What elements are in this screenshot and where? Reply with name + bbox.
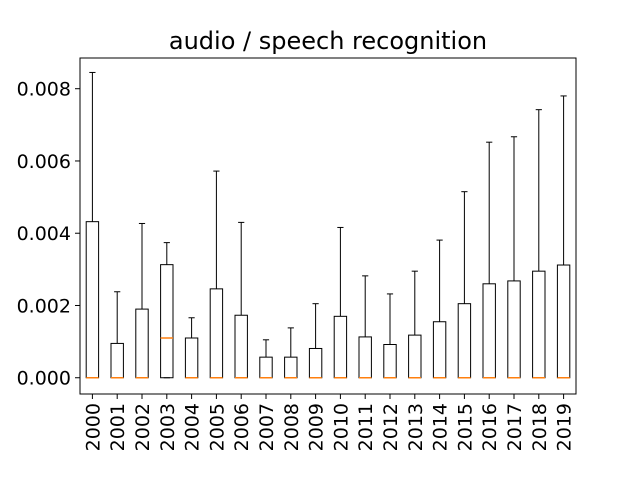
box-2002	[135, 222, 149, 379]
box-2012	[383, 293, 397, 379]
box-2016	[482, 141, 496, 379]
y-tick-label: 0.006	[17, 151, 71, 173]
x-tick-label: 2009	[306, 403, 328, 451]
x-tick-label: 2013	[405, 403, 427, 451]
x-tick-label: 2003	[157, 403, 179, 451]
box-2011	[358, 275, 372, 379]
x-tick-label: 2012	[380, 403, 402, 451]
x-tick-label: 2006	[231, 403, 253, 451]
box-body	[160, 264, 174, 379]
x-tick-label: 2018	[529, 403, 551, 451]
box-2014	[432, 239, 447, 379]
plot-frame	[79, 57, 577, 395]
x-tick-label: 2010	[330, 403, 352, 451]
box-2005	[209, 170, 224, 379]
box-2004	[184, 317, 199, 379]
box-2019	[556, 95, 571, 379]
box-2003	[160, 242, 174, 379]
x-tick-label: 2017	[504, 403, 526, 451]
x-tick-label: 2014	[430, 403, 452, 451]
x-tick-label: 2005	[206, 403, 228, 451]
box-2015	[457, 191, 472, 379]
box-2000	[85, 71, 100, 379]
x-tick-label: 2019	[554, 403, 576, 451]
x-tick-label: 2007	[256, 403, 278, 451]
box-2001	[110, 291, 124, 379]
box-2017	[507, 136, 521, 379]
x-tick-label: 2000	[82, 403, 104, 451]
x-tick-label: 2001	[107, 403, 129, 451]
x-tick-label: 2016	[479, 403, 501, 451]
box-2010	[333, 226, 348, 379]
x-tick-label: 2015	[454, 403, 476, 451]
box-2006	[234, 221, 248, 379]
box-2007	[259, 339, 273, 379]
box-2009	[308, 303, 323, 379]
x-axis: 2000 2001 2002 2003 2004 2005 2006 2007 2008 2009…	[82, 394, 576, 451]
y-tick-label: 0.004	[17, 223, 71, 245]
y-tick-label: 0.008	[17, 79, 71, 101]
x-tick-label: 2008	[281, 403, 303, 451]
x-tick-label: 2004	[182, 403, 204, 451]
y-tick-label: 0.002	[17, 295, 71, 317]
box-marks	[85, 71, 571, 379]
box-2013	[408, 270, 422, 379]
y-tick-label: 0.000	[17, 368, 71, 390]
y-axis: 0.000 0.002 0.004 0.006 0.008	[17, 79, 80, 390]
box-2008	[284, 327, 298, 379]
box-2018	[532, 109, 546, 379]
x-tick-label: 2011	[355, 403, 377, 451]
x-tick-label: 2002	[132, 403, 154, 451]
chart-title: audio / speech recognition	[169, 27, 487, 55]
